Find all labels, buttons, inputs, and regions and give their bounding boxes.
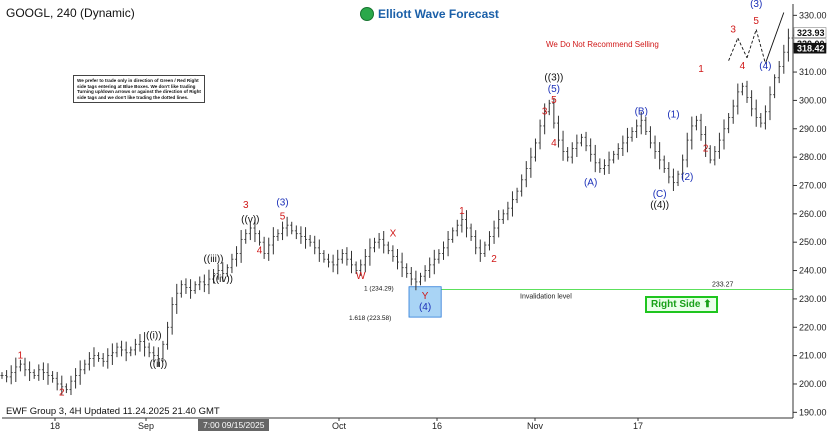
price-label-box xyxy=(793,42,827,54)
projection-segment xyxy=(755,29,766,64)
brand-logo: Elliott Wave Forecast xyxy=(360,7,499,21)
chart-grid: Invalidation level 233.27 xyxy=(429,282,793,301)
wave-label: ((v)) xyxy=(241,214,259,225)
wave-label: (3) xyxy=(750,0,762,10)
y-tick-label: 190.00 xyxy=(799,407,827,417)
update-footer: EWF Group 3, 4H Updated 11.24.2025 21.40… xyxy=(6,406,220,417)
right-side-tag: Right Side ⬆ xyxy=(645,296,718,313)
box-bottom-label: 1.618 (223.58) xyxy=(349,315,391,322)
price-label-box xyxy=(793,27,827,38)
wave-label: (4) xyxy=(419,302,431,313)
y-tick-label: 210.00 xyxy=(799,351,827,361)
y-tick-label: 290.00 xyxy=(799,124,827,134)
chart-title: GOOGL, 240 (Dynamic) xyxy=(6,6,135,20)
y-tick-label: 310.00 xyxy=(799,67,827,77)
wave-label: 4 xyxy=(740,61,746,72)
wave-label: (A) xyxy=(584,177,597,188)
globe-icon xyxy=(360,7,374,21)
x-tick-label: Oct xyxy=(332,421,347,431)
projection-segment xyxy=(764,12,785,64)
brand-name: Elliott Wave Forecast xyxy=(378,7,499,21)
wave-label: X xyxy=(390,229,397,240)
y-tick-label: 270.00 xyxy=(799,180,827,190)
price-bars xyxy=(0,28,795,396)
projection-segment xyxy=(728,37,739,61)
x-tick-label: 18 xyxy=(50,421,60,431)
wave-label: 3 xyxy=(730,24,736,35)
y-tick-label: 330.00 xyxy=(799,10,827,20)
wave-labels: 1 2 ((i)) ((ii)) ((iii)) ((iv)) 3 ((v)) 4 (3) 5 W X Y… xyxy=(18,0,772,398)
projection-path xyxy=(728,12,785,64)
wave-label: ((ii)) xyxy=(149,359,167,370)
wave-label: Y xyxy=(422,291,429,302)
x-tick-label: Sep xyxy=(138,421,154,431)
date-tooltip: 7:00 09/15/2025 xyxy=(198,419,270,431)
y-tick-label: 200.00 xyxy=(799,379,827,389)
y-tick-label: 300.00 xyxy=(799,95,827,105)
wave-label: 1 xyxy=(18,350,24,361)
wave-label: (1) xyxy=(667,109,679,120)
wave-label: 4 xyxy=(257,246,263,257)
price-label: 323.93 xyxy=(797,28,825,38)
wave-label: (5) xyxy=(548,84,560,95)
arrow-up-icon: ⬆ xyxy=(703,299,712,310)
wave-label: ((3)) xyxy=(544,73,563,84)
wave-label: 5 xyxy=(551,95,557,106)
time-axis: 18 Sep Oct 16 Nov 17 xyxy=(50,418,643,431)
price-axis: 190.00 200.00 210.00 220.00 230.00 240.00 250.… xyxy=(2,4,827,419)
wave-label: (4) xyxy=(759,61,771,72)
y-tick-label: 260.00 xyxy=(799,209,827,219)
wave-label: ((i)) xyxy=(146,331,162,342)
wave-label: ((iv)) xyxy=(212,274,233,285)
wave-label: 5 xyxy=(753,16,759,27)
x-tick-label: Nov xyxy=(527,421,544,431)
wave-label: (2) xyxy=(681,172,693,183)
right-side-label: Right Side xyxy=(651,299,701,310)
wave-label: 4 xyxy=(551,138,557,149)
blue-box-layer: 1 (234.29) 1.618 (223.58) xyxy=(349,286,442,322)
projection-segment xyxy=(737,37,748,59)
wave-label: 1 xyxy=(698,64,704,75)
blue-box xyxy=(408,286,442,318)
wave-label: 3 xyxy=(243,200,249,211)
selling-warning: We Do Not Recommend Selling xyxy=(546,40,659,49)
y-tick-label: 240.00 xyxy=(799,266,827,276)
invalidation-price: 233.27 xyxy=(712,282,734,289)
y-tick-label: 250.00 xyxy=(799,237,827,247)
y-tick-label: 220.00 xyxy=(799,322,827,332)
wave-label: 2 xyxy=(491,254,497,265)
x-tick-label: 17 xyxy=(633,421,643,431)
wave-label: (3) xyxy=(276,197,288,208)
wave-label: 2 xyxy=(59,387,65,398)
price-label: 318.42 xyxy=(797,44,825,54)
disclaimer-box: We prefer to trade only in direction of … xyxy=(73,75,205,104)
box-top-label: 1 (234.29) xyxy=(364,286,394,293)
invalidation-label: Invalidation level xyxy=(520,294,572,301)
wave-label: W xyxy=(356,271,366,282)
wave-label: 3 xyxy=(542,107,548,118)
wave-label: 2 xyxy=(703,143,709,154)
y-tick-label: 280.00 xyxy=(799,152,827,162)
x-tick-label: 16 xyxy=(432,421,442,431)
wave-label: (C) xyxy=(653,189,667,200)
wave-label: ((iii)) xyxy=(204,254,224,265)
y-tick-label: 230.00 xyxy=(799,294,827,304)
wave-label: 1 xyxy=(459,206,465,217)
projection-segment xyxy=(746,29,757,59)
wave-label: ((4)) xyxy=(650,200,669,211)
wave-label: 5 xyxy=(280,212,286,223)
wave-label: (B) xyxy=(635,107,648,118)
